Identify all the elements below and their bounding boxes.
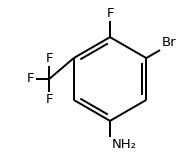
Text: F: F bbox=[27, 73, 34, 85]
Text: NH₂: NH₂ bbox=[112, 138, 137, 151]
Text: F: F bbox=[45, 93, 53, 106]
Text: F: F bbox=[106, 7, 114, 20]
Text: Br: Br bbox=[162, 36, 176, 49]
Text: F: F bbox=[45, 52, 53, 65]
